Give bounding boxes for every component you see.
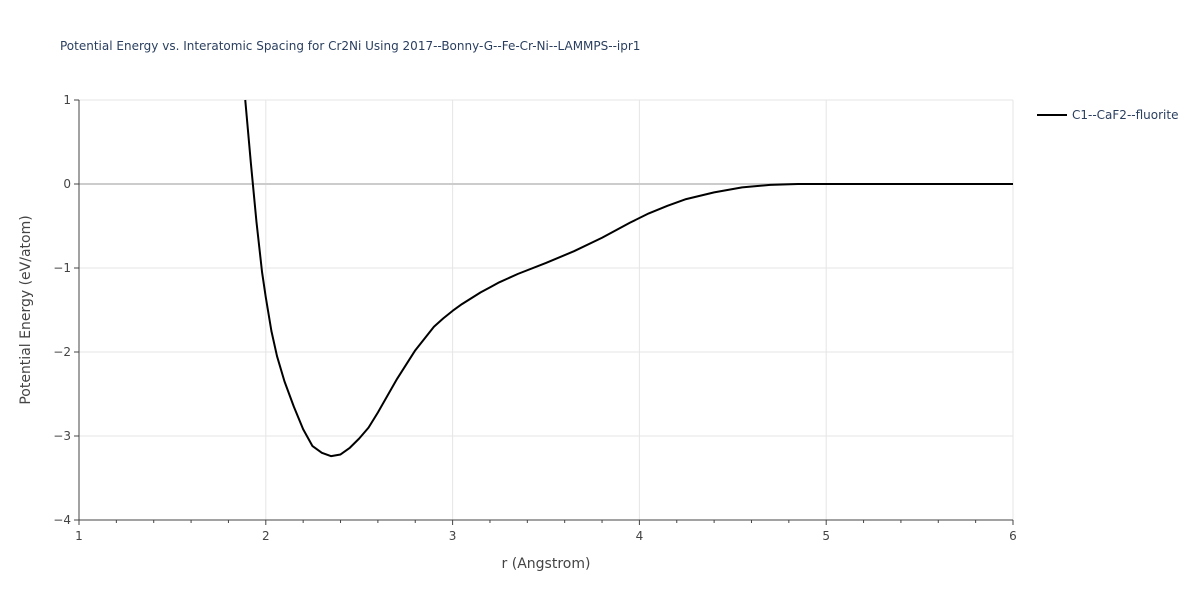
y-tick-label: −3 (53, 429, 71, 443)
x-tick-label: 4 (636, 529, 644, 543)
y-axis-title: Potential Energy (eV/atom) (18, 215, 34, 404)
legend[interactable]: C1--CaF2--fluorite (1037, 108, 1178, 122)
series-lines (244, 99, 1013, 458)
x-axis-title: r (Angstrom) (502, 556, 591, 572)
series-line (244, 99, 1013, 458)
tick-labels: 1 2 3 4 5 6 1 0 −1 −2 −3 −4 (53, 93, 1017, 543)
axes (74, 99, 1014, 525)
legend-label[interactable]: C1--CaF2--fluorite (1072, 108, 1178, 122)
y-tick-label: 0 (63, 177, 71, 191)
x-tick-label: 3 (449, 529, 457, 543)
y-tick-label: −1 (53, 261, 71, 275)
x-tick-label: 5 (822, 529, 830, 543)
chart-title: Potential Energy vs. Interatomic Spacing… (60, 39, 640, 53)
y-tick-label: −2 (53, 345, 71, 359)
x-tick-label: 6 (1009, 529, 1017, 543)
grid-lines (79, 99, 1014, 520)
x-tick-label: 2 (262, 529, 270, 543)
y-tick-label: 1 (63, 93, 71, 107)
x-tick-label: 1 (75, 529, 83, 543)
y-tick-label: −4 (53, 513, 71, 527)
